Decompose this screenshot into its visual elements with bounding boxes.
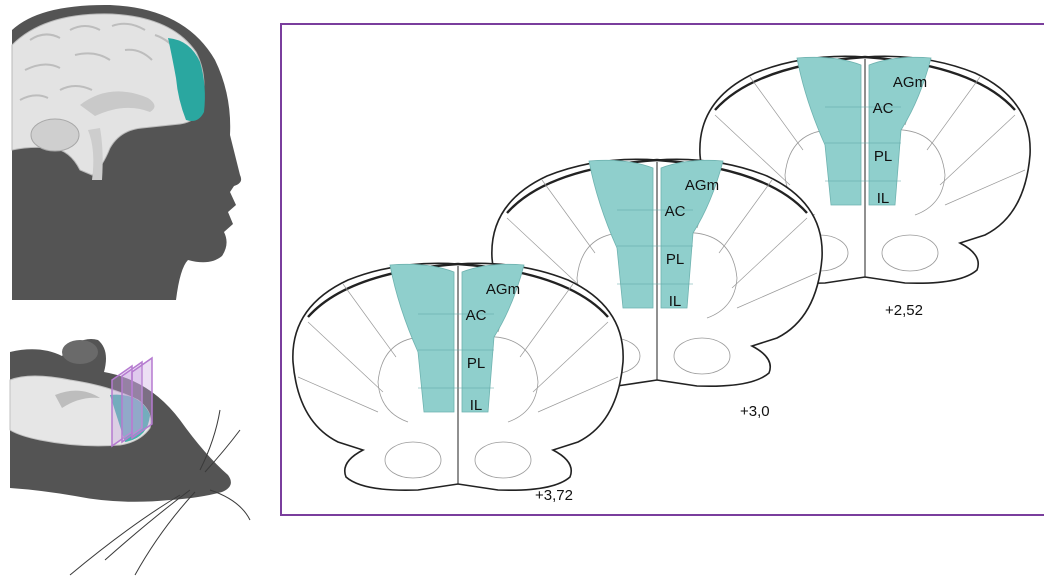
cortical-boundary [944, 169, 1026, 206]
sections-frame [280, 23, 1044, 516]
white-matter-right [676, 232, 738, 319]
cortical-boundary [731, 217, 808, 289]
brain-gyri [19, 22, 181, 101]
section-coordinate: +3,72 [535, 487, 573, 504]
cortical-boundary [307, 321, 384, 393]
rat-slice-planes [111, 356, 153, 448]
region-label-pl: PL [666, 251, 684, 268]
prefrontal-highlight [588, 159, 724, 309]
cortical-boundary [297, 376, 379, 413]
rat-head-illustration [9, 339, 251, 576]
cortical-boundary [342, 283, 397, 358]
cortical-boundary [714, 114, 791, 186]
cortical-boundary [939, 114, 1016, 186]
olfactory-left [384, 441, 442, 479]
white-matter-right [477, 336, 539, 423]
coronal-sections: AGm AC PL IL +2,52 AGm AC PL IL +3,0 AGm AC PL IL +3,7… [292, 55, 1031, 504]
rat-brain [9, 375, 152, 447]
brainstem [88, 128, 103, 180]
cerebellum [30, 118, 80, 152]
region-label-agm: AGm [486, 281, 520, 298]
cortical-boundary [718, 179, 773, 254]
cortical-boundary [541, 179, 596, 254]
cortical-boundary [926, 76, 981, 151]
rat-hippocampus [55, 390, 100, 408]
region-label-pl: PL [874, 148, 892, 165]
region-label-ac: AC [466, 307, 487, 324]
region-label-ac: AC [873, 100, 894, 117]
white-matter-right [884, 129, 946, 216]
region-label-il: IL [877, 190, 890, 207]
human-prefrontal-highlight [168, 38, 205, 121]
olfactory-right [673, 337, 731, 375]
olfactory-right [881, 234, 939, 272]
region-label-ac: AC [665, 203, 686, 220]
corpus-callosum [80, 91, 155, 116]
section-dorsal-edge [506, 158, 808, 214]
cortical-boundary [749, 76, 804, 151]
prefrontal-highlight [389, 263, 525, 413]
cortical-boundary [736, 272, 818, 309]
olfactory-right [474, 441, 532, 479]
human-head-illustration [11, 4, 242, 301]
prefrontal-highlight [796, 56, 932, 206]
section-dorsal-edge [307, 262, 609, 318]
region-label-pl: PL [467, 355, 485, 372]
section-coordinate: +2,52 [885, 302, 923, 319]
coronal-section: AGm AC PL IL +3,72 [292, 262, 624, 504]
rat-ear [62, 340, 98, 364]
cortical-boundary [537, 376, 619, 413]
cortical-boundary [519, 283, 574, 358]
region-label-agm: AGm [685, 177, 719, 194]
cortical-boundary [506, 217, 583, 289]
region-label-agm: AGm [893, 74, 927, 91]
section-dorsal-edge [714, 55, 1016, 111]
region-label-il: IL [470, 397, 483, 414]
region-label-il: IL [669, 293, 682, 310]
rat-whiskers [69, 409, 251, 576]
section-coordinate: +3,0 [740, 403, 770, 420]
cortical-boundary [532, 321, 609, 393]
